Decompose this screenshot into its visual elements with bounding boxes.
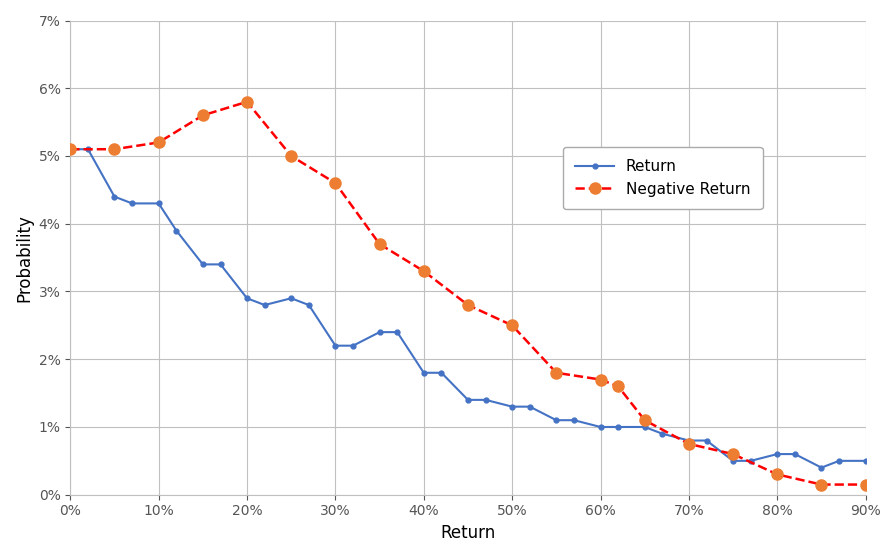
Return: [215, 261, 226, 268]
Negative Return: [613, 383, 624, 390]
Return: [392, 329, 402, 335]
Return: [259, 302, 270, 309]
Return: [375, 329, 385, 335]
Negative Return: [375, 241, 385, 247]
X-axis label: Return: Return: [440, 524, 495, 542]
Return: [507, 403, 518, 410]
Negative Return: [860, 481, 871, 488]
Return: [551, 417, 562, 423]
Return: [348, 343, 358, 349]
Negative Return: [286, 153, 297, 159]
Negative Return: [816, 481, 827, 488]
Return: [418, 369, 429, 376]
Negative Return: [330, 180, 340, 187]
Return: [771, 451, 782, 457]
Negative Return: [462, 302, 473, 309]
Return: [834, 457, 845, 464]
Negative Return: [551, 369, 562, 376]
Return: [640, 424, 650, 431]
Negative Return: [771, 471, 782, 478]
Return: [242, 295, 253, 301]
Return: [728, 457, 738, 464]
Return: [657, 431, 668, 437]
Return: [745, 457, 756, 464]
Return: [569, 417, 580, 423]
Return: [436, 369, 447, 376]
Negative Return: [109, 146, 120, 153]
Negative Return: [507, 322, 518, 329]
Negative Return: [153, 139, 164, 146]
Negative Return: [595, 376, 606, 383]
Negative Return: [728, 451, 738, 457]
Return: [462, 397, 473, 403]
Return: [330, 343, 340, 349]
Return: [82, 146, 93, 153]
Return: [613, 424, 624, 431]
Return: [126, 200, 137, 207]
Return: [860, 457, 871, 464]
Return: [304, 302, 314, 309]
Return: [524, 403, 535, 410]
Negative Return: [242, 99, 253, 105]
Return: [480, 397, 491, 403]
Y-axis label: Probability: Probability: [15, 214, 33, 301]
Negative Return: [65, 146, 75, 153]
Return: [816, 465, 827, 471]
Return: [197, 261, 208, 268]
Return: [286, 295, 297, 301]
Return: [171, 227, 182, 234]
Return: [595, 424, 606, 431]
Line: Return: Return: [68, 147, 868, 470]
Negative Return: [418, 268, 429, 275]
Legend: Return, Negative Return: Return, Negative Return: [564, 146, 762, 209]
Negative Return: [640, 417, 650, 423]
Negative Return: [197, 112, 208, 119]
Negative Return: [684, 441, 694, 447]
Return: [684, 437, 694, 444]
Return: [109, 193, 120, 200]
Return: [65, 146, 75, 153]
Return: [702, 437, 712, 444]
Return: [789, 451, 800, 457]
Return: [153, 200, 164, 207]
Line: Negative Return: Negative Return: [65, 96, 871, 490]
